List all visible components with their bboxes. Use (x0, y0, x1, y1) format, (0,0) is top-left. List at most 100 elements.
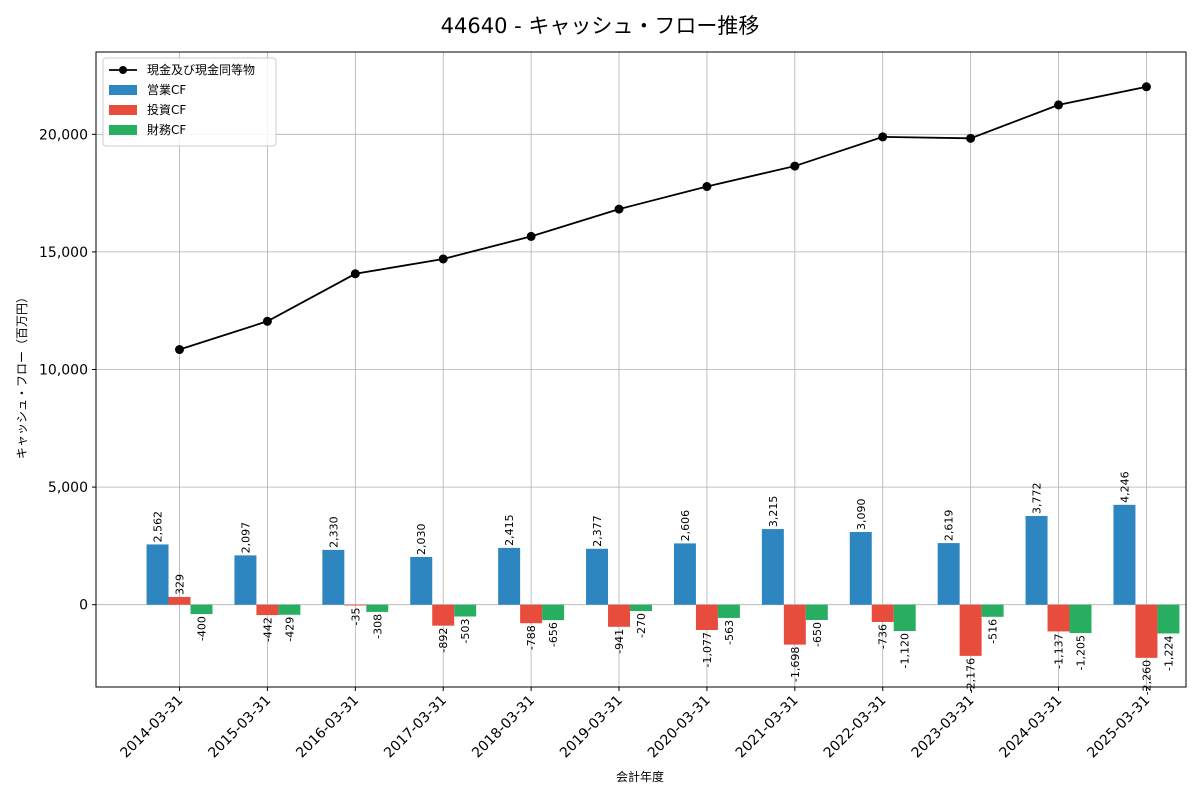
data-label: -516 (987, 619, 1000, 644)
bar (1069, 604, 1092, 634)
cash-point (175, 345, 185, 355)
x-tick-label: 2021-03-31 (733, 693, 802, 762)
bar (695, 604, 718, 631)
y-axis-title: キャッシュ・フロー（百万円） (15, 291, 29, 459)
x-tick-label: 2017-03-31 (381, 693, 450, 762)
data-label: 3,215 (767, 496, 780, 528)
cash-point (350, 269, 360, 279)
cash-point (438, 254, 448, 264)
bars-layer (146, 504, 1180, 658)
bar (432, 604, 455, 626)
bar (1135, 604, 1158, 658)
bar (1025, 515, 1048, 605)
bar (190, 604, 213, 615)
bar (256, 604, 279, 616)
line-layer (175, 82, 1151, 355)
legend-swatch (109, 105, 137, 115)
data-labels-layer: 2,562 2,097 2,330 2,030 2,415 2,377 2,606 3,215… (152, 471, 1176, 695)
cash-point (526, 231, 536, 241)
data-label: 2,562 (152, 511, 165, 543)
cash-point (262, 316, 272, 326)
data-label: -400 (195, 616, 208, 641)
x-tick-label: 2014-03-31 (117, 693, 186, 762)
bar (234, 555, 257, 605)
data-label: 2,606 (679, 510, 692, 542)
bar (344, 604, 367, 606)
legend-label: 投資CF (147, 102, 186, 117)
bar (805, 604, 828, 620)
y-tick-label: 0 (79, 598, 88, 614)
cash-point (702, 182, 712, 192)
chart-title: 44640 - キャッシュ・フロー推移 (441, 14, 760, 38)
bar (673, 543, 696, 605)
bar (630, 604, 652, 612)
y-tick-label: 10,000 (39, 363, 88, 379)
cash-point (878, 132, 888, 142)
data-label: 2,330 (327, 516, 340, 548)
bar (366, 604, 389, 612)
cash-point (614, 204, 624, 214)
bar (520, 604, 543, 624)
legend-swatch (109, 125, 137, 135)
data-label: -1,137 (1053, 633, 1066, 668)
bar (278, 604, 301, 615)
bar (717, 604, 740, 618)
cash-point (1054, 100, 1064, 110)
data-label: 2,377 (591, 515, 604, 547)
x-axis-title: 会計年度 (616, 769, 664, 784)
legend-label: 現金及び現金同等物 (147, 62, 255, 77)
legend-label: 財務CF (147, 122, 186, 137)
x-tick-label: 2020-03-31 (645, 693, 714, 762)
bar (761, 529, 784, 605)
data-label: -1,205 (1075, 635, 1088, 670)
bar (981, 604, 1004, 617)
bar (454, 604, 477, 617)
legend-box (102, 57, 277, 147)
cash-point (1141, 82, 1151, 92)
bar (1113, 504, 1136, 605)
data-label: -788 (525, 625, 538, 650)
bar (542, 604, 565, 621)
legend-swatch (109, 85, 137, 95)
bar (783, 604, 806, 645)
bar (410, 556, 433, 605)
y-tick-label: 20,000 (39, 127, 88, 143)
axes-layer: 0 5,000 10,000 15,000 20,000 2014-03-31 2015-0… (39, 51, 1187, 762)
bar (1157, 604, 1180, 634)
data-label: -650 (811, 622, 824, 647)
x-tick-label: 2022-03-31 (821, 693, 890, 762)
x-tick-label: 2019-03-31 (557, 693, 626, 762)
data-label: 2,619 (943, 510, 956, 542)
data-label: -1,120 (899, 633, 912, 668)
data-label: -503 (459, 619, 472, 644)
bar (586, 548, 609, 605)
data-label: 2,415 (503, 514, 516, 546)
data-label: 329 (174, 574, 187, 595)
bar (498, 547, 521, 605)
bar (608, 604, 631, 627)
data-label: -2,176 (965, 658, 978, 693)
data-label: -563 (723, 620, 736, 645)
data-label: -736 (877, 624, 890, 649)
x-tick-label: 2016-03-31 (293, 693, 362, 762)
x-tick-label: 2023-03-31 (909, 693, 978, 762)
cash-point (790, 161, 800, 171)
cash-line (179, 85, 1147, 351)
data-label: 3,090 (855, 499, 868, 531)
data-label: -2,260 (1140, 660, 1153, 695)
data-label: 2,030 (415, 523, 428, 555)
bar (893, 604, 916, 632)
x-tick-label: 2025-03-31 (1084, 693, 1153, 762)
legend-marker (119, 66, 127, 74)
data-label: -35 (349, 608, 362, 626)
data-label: -656 (547, 622, 560, 647)
data-label: -1,698 (789, 647, 802, 682)
data-label: 3,772 (1031, 482, 1044, 514)
data-label: -1,224 (1162, 635, 1175, 670)
grid-layer (96, 52, 1186, 687)
bar (849, 532, 872, 605)
data-label: -270 (635, 613, 648, 638)
